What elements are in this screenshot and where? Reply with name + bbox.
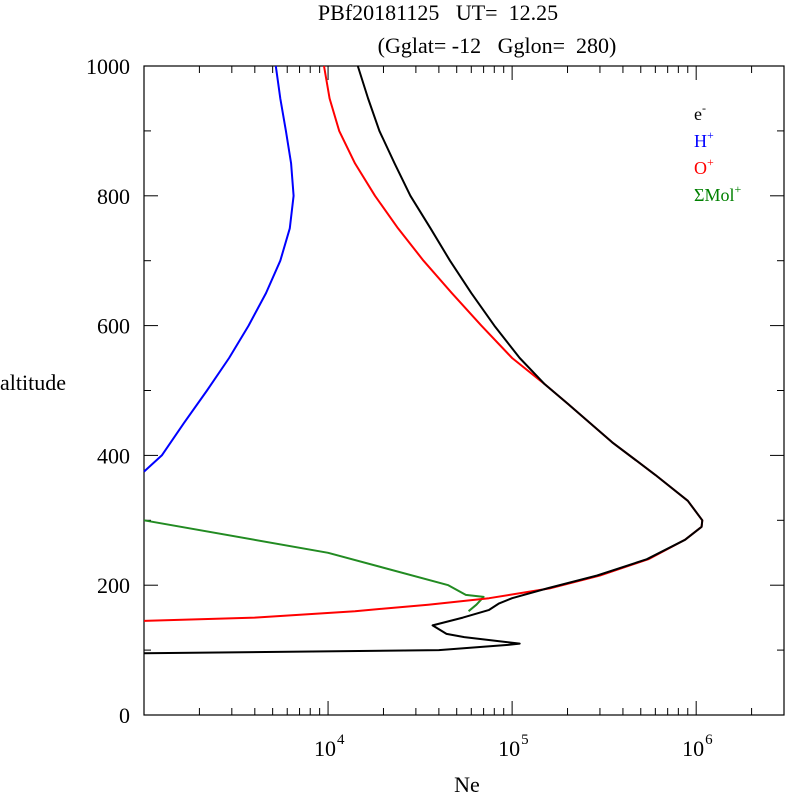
svg-text:4: 4 xyxy=(337,732,345,748)
y-axis-label: altitude xyxy=(0,370,66,395)
chart-title-line1: PBf20181125 UT= 12.25 xyxy=(318,0,558,25)
series-mol-line xyxy=(143,519,485,612)
legend: e- H+ O+ ΣMol+ xyxy=(694,101,741,205)
x-tick-label: 10 4 xyxy=(314,732,345,761)
y-tick-label: 1000 xyxy=(86,54,130,79)
series-h-line xyxy=(143,65,295,473)
svg-text:5: 5 xyxy=(521,732,529,748)
y-tick-label: 400 xyxy=(97,443,130,468)
y-tick-label: 800 xyxy=(97,184,130,209)
svg-text:10: 10 xyxy=(682,736,704,761)
x-axis-label: Ne xyxy=(454,772,480,795)
legend-item-mol: ΣMol+ xyxy=(694,182,741,205)
chart-title-line2: (Gglat= -12 Gglon= 280) xyxy=(378,33,617,58)
y-tick-label: 600 xyxy=(97,314,130,339)
x-tick-labels: 10 4 10 5 10 6 xyxy=(314,732,713,761)
legend-item-o: O+ xyxy=(694,155,714,178)
y-tick-labels: 0 200 400 600 800 1000 xyxy=(86,54,130,728)
y-tick-label: 0 xyxy=(119,703,130,728)
series-e-line xyxy=(143,65,704,655)
axis-ticks xyxy=(143,65,785,716)
legend-item-h: H+ xyxy=(694,128,714,151)
svg-text:10: 10 xyxy=(498,736,520,761)
svg-text:10: 10 xyxy=(314,736,336,761)
series-lines xyxy=(143,65,704,655)
y-tick-label: 200 xyxy=(97,573,130,598)
svg-text:6: 6 xyxy=(705,732,713,748)
series-o-line xyxy=(143,65,704,622)
legend-item-e: e- xyxy=(694,101,706,124)
x-tick-label: 10 5 xyxy=(498,732,529,761)
x-tick-label: 10 6 xyxy=(682,732,713,761)
